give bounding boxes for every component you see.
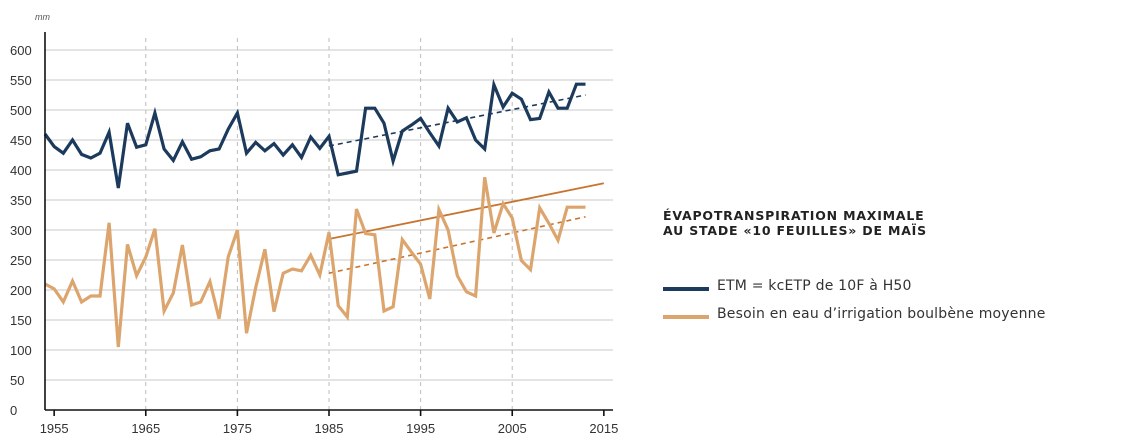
x-tick-label: 1995 [406, 421, 435, 436]
y-tick-label: 550 [10, 73, 32, 88]
axes: 0 50 100 150 200 250 300 350 400 450 500 550 600 1955… [10, 32, 618, 436]
legend-label-etm: ETM = kcETP de 10F à H50 [717, 278, 912, 294]
y-tick-label: 350 [10, 193, 32, 208]
y-tick-label: 150 [10, 313, 32, 328]
grid [45, 38, 613, 410]
legend-title-line-1: ÉVAPOTRANSPIRATION MAXIMALE [663, 208, 925, 223]
x-tick-label: 1965 [131, 421, 160, 436]
trend-line-series-1 [328, 216, 586, 274]
x-tick-label: 2015 [589, 421, 618, 436]
y-tick-label: 600 [10, 43, 32, 58]
y-tick-label: 400 [10, 163, 32, 178]
y-tick-label: 100 [10, 343, 32, 358]
series-line-besoin [44, 176, 586, 348]
y-tick-label: 300 [10, 223, 32, 238]
y-tick-label: 500 [10, 103, 32, 118]
legend-item-etm: ETM = kcETP de 10F à H50 [663, 276, 912, 296]
series-lines [43, 78, 586, 348]
y-tick-label: 0 [10, 403, 17, 418]
legend-item-besoin: Besoin en eau d’irrigation boulbène moye… [663, 304, 1046, 324]
x-tick-label: 2005 [498, 421, 527, 436]
y-unit-label: mm [35, 12, 50, 22]
y-tick-label: 250 [10, 253, 32, 268]
legend-title: ÉVAPOTRANSPIRATION MAXIMALE AU STADE «10… [663, 208, 1128, 238]
legend-label-besoin: Besoin en eau d’irrigation boulbène moye… [717, 306, 1046, 322]
y-tick-label: 450 [10, 133, 32, 148]
trend-line-besoin-solid [328, 182, 605, 240]
x-tick-label: 1955 [40, 421, 69, 436]
y-tick-label: 200 [10, 283, 32, 298]
legend-swatch-besoin [663, 315, 709, 319]
series-line-etm [43, 78, 586, 189]
legend-swatch-etm [663, 287, 709, 291]
legend-title-line-2: AU STADE «10 FEUILLES» DE MAÏS [663, 223, 927, 238]
x-tick-label: 1975 [223, 421, 252, 436]
x-tick-label: 1985 [315, 421, 344, 436]
legend: ÉVAPOTRANSPIRATION MAXIMALE AU STADE «10… [663, 208, 1128, 322]
y-tick-label: 50 [10, 373, 24, 388]
